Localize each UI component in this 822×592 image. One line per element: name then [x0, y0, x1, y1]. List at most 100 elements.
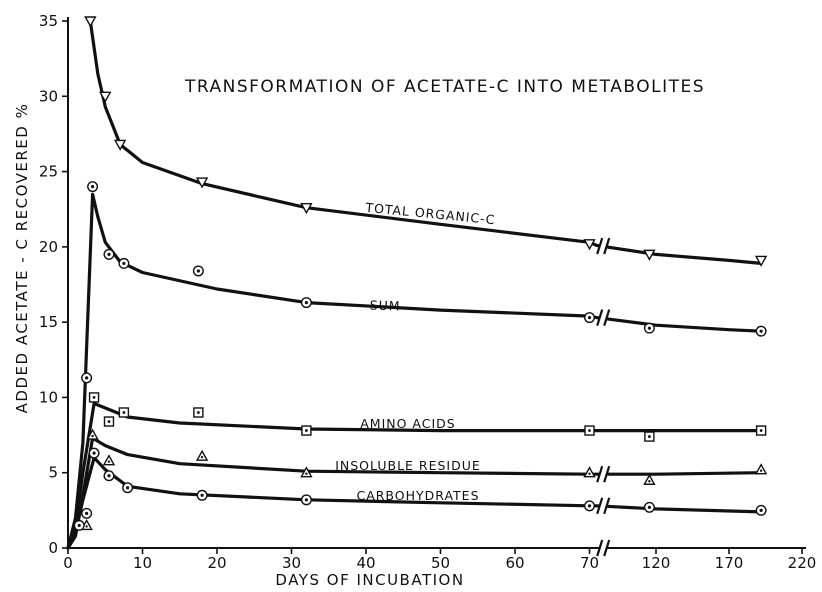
series-line: [66, 192, 763, 550]
y-tick-label: 5: [48, 464, 58, 482]
data-point-square-dot: [88, 392, 100, 403]
data-point-circle-dot: [81, 372, 93, 384]
marker-dot: [305, 429, 308, 432]
break-slash: [603, 497, 611, 515]
marker-dot: [304, 498, 308, 502]
data-point-square-dot: [103, 416, 115, 427]
y-tick-label: 25: [39, 163, 58, 181]
data-point-circle-dot: [192, 265, 204, 277]
data-point-triangle-down: [643, 249, 656, 261]
y-tick-label: 15: [39, 313, 58, 331]
y-tick-label: 10: [39, 388, 58, 406]
data-point-square-dot: [644, 431, 655, 442]
series-line: [88, 19, 763, 265]
series-line: [66, 401, 763, 550]
x-tick-label: 40: [356, 554, 375, 572]
break-slash: [596, 539, 604, 557]
data-point-triangle-up: [300, 466, 313, 478]
y-tick-label: 30: [39, 87, 58, 105]
data-point-circle-dot: [643, 322, 655, 334]
data-point-square-dot: [301, 425, 312, 436]
break-slash: [603, 237, 611, 255]
marker-shape: [195, 449, 209, 461]
data-point-triangle-down: [195, 177, 209, 189]
marker-dot: [759, 508, 763, 512]
axes: 0 5 10 15 20 25 30 35 0 10 20 30 40 50 60 70 120 170 220: [39, 12, 816, 572]
x-axis-title: DAYS OF INCUBATION: [275, 571, 464, 589]
x-tick-label: 50: [431, 554, 450, 572]
marker-dot: [304, 300, 308, 305]
break-slash: [603, 465, 611, 483]
marker-shape: [583, 239, 596, 251]
x-tick-label: 120: [642, 554, 671, 572]
data-point-triangle-up: [195, 449, 209, 461]
data-point-triangle-down: [754, 255, 768, 267]
marker-shape: [195, 177, 209, 189]
marker-dot: [647, 326, 652, 330]
data-point-square-dot: [193, 407, 204, 418]
data-point-circle-dot: [643, 501, 655, 513]
axis-break-marks: [596, 237, 611, 557]
data-point-triangle-up: [583, 466, 596, 478]
marker-shape: [84, 16, 97, 28]
marker-dot: [196, 269, 200, 273]
marker-dot: [759, 329, 763, 333]
marker-dot: [200, 455, 204, 459]
marker-dot: [77, 523, 81, 528]
marker-dot: [90, 185, 95, 189]
marker-shape: [300, 203, 313, 215]
x-tick-label: 0: [63, 554, 73, 572]
data-point-circle-dot: [81, 507, 93, 519]
data-point-square-dot: [584, 425, 595, 436]
data-point-circle-dot: [73, 519, 85, 531]
marker-dot: [122, 261, 126, 266]
break-slash: [603, 539, 611, 557]
curve-break: [596, 465, 611, 484]
series-markers: [73, 16, 768, 531]
marker-dot: [759, 469, 763, 472]
data-point-triangle-down: [113, 139, 127, 151]
marker-dot: [587, 316, 592, 320]
data-point-triangle-up: [86, 428, 99, 440]
marker-dot: [92, 396, 96, 399]
marker-dot: [92, 451, 96, 455]
curve-break: [596, 308, 611, 327]
break-gap: [599, 496, 608, 515]
curve-break: [596, 237, 611, 256]
series-label: INSOLUBLE RESIDUE: [335, 458, 481, 473]
marker-shape: [643, 473, 656, 485]
marker-dot: [91, 434, 94, 438]
break-gap: [599, 539, 608, 557]
marker-shape: [754, 255, 768, 267]
marker-dot: [588, 472, 591, 475]
data-point-triangle-down: [583, 239, 596, 251]
chart-title: TRANSFORMATION OF ACETATE-C INTO METABOL…: [184, 77, 705, 97]
y-tick-label: 20: [39, 238, 58, 256]
data-point-triangle-down: [99, 91, 112, 103]
marker-dot: [196, 411, 200, 414]
marker-shape: [99, 91, 112, 103]
break-slash: [603, 309, 611, 326]
break-gap: [599, 465, 608, 484]
x-tick-label: 20: [207, 554, 226, 572]
series-label: SUM: [369, 297, 400, 313]
data-point-circle-dot: [755, 325, 767, 337]
marker-shape: [113, 139, 127, 151]
data-point-circle-dot: [300, 297, 312, 309]
data-point-triangle-up: [643, 473, 656, 485]
data-point-circle-dot: [118, 257, 130, 269]
marker-shape: [102, 454, 116, 466]
data-point-square-dot: [118, 407, 130, 418]
y-axis-title: ADDED ACETATE - C RECOVERED %: [13, 103, 31, 414]
break-slash: [596, 497, 604, 515]
data-point-circle-dot: [103, 248, 115, 260]
data-point-triangle-down: [300, 203, 313, 215]
x-tick-label: 70: [580, 554, 599, 572]
data-point-triangle-up: [102, 454, 116, 466]
data-point-circle-dot: [196, 489, 208, 501]
marker-dot: [648, 480, 651, 483]
marker-shape: [643, 249, 656, 261]
data-point-circle-dot: [88, 447, 100, 459]
data-point-triangle-up: [754, 463, 768, 475]
